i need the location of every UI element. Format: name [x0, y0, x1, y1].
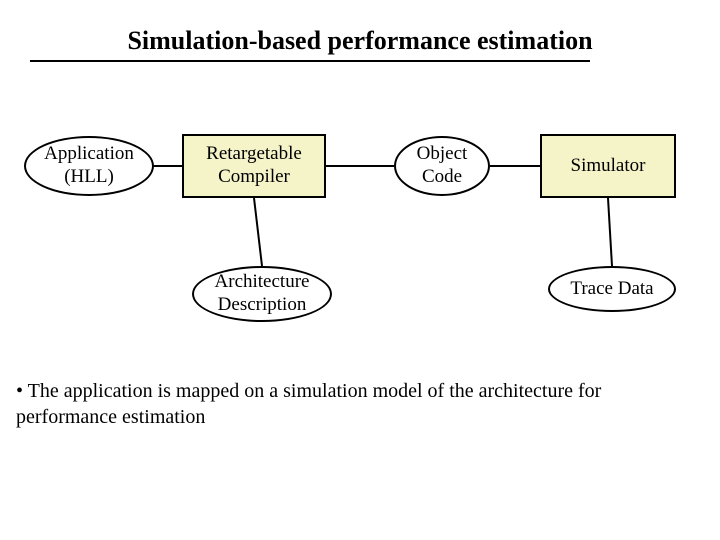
edge — [254, 198, 262, 266]
node-arch-desc: ArchitectureDescription — [192, 266, 332, 322]
node-label-line: Trace Data — [570, 278, 653, 301]
node-label-line: Compiler — [218, 166, 290, 189]
node-simulator: Simulator — [540, 134, 676, 198]
node-label-line: Object — [417, 143, 468, 166]
node-label-line: Retargetable — [206, 143, 302, 166]
page-title: Simulation-based performance estimation — [0, 26, 720, 56]
node-label-line: Architecture — [215, 271, 310, 294]
node-trace-data: Trace Data — [548, 266, 676, 312]
node-label-line: Code — [422, 166, 462, 189]
node-label-line: Simulator — [571, 155, 646, 178]
node-compiler: RetargetableCompiler — [182, 134, 326, 198]
node-label-line: (HLL) — [64, 166, 114, 189]
node-label-line: Description — [218, 294, 307, 317]
node-application: Application(HLL) — [24, 136, 154, 196]
edge — [608, 198, 612, 266]
node-label-line: Application — [44, 143, 134, 166]
node-object-code: ObjectCode — [394, 136, 490, 196]
title-underline — [30, 60, 590, 62]
bullet-text: • The application is mapped on a simulat… — [16, 378, 704, 430]
